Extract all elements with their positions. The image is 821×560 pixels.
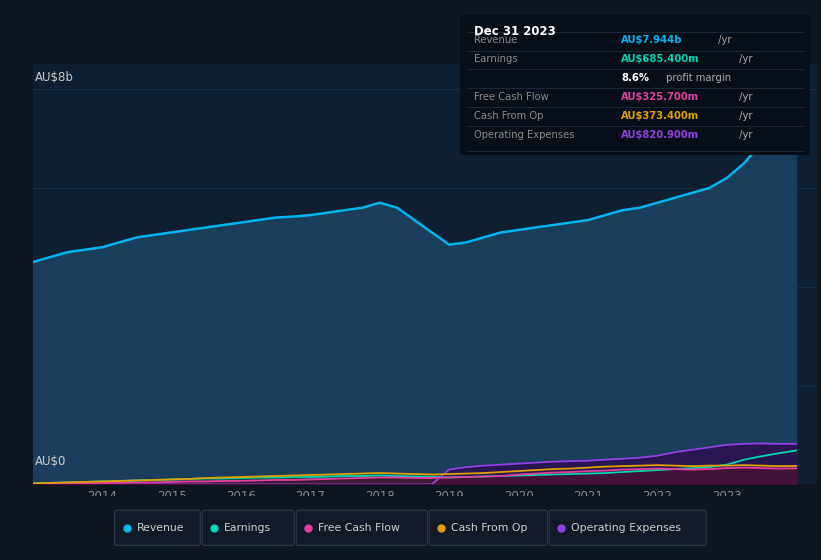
FancyBboxPatch shape bbox=[549, 510, 706, 545]
FancyBboxPatch shape bbox=[429, 510, 548, 545]
Text: /yr: /yr bbox=[736, 92, 752, 102]
Text: /yr: /yr bbox=[736, 111, 752, 121]
Text: AU$7.944b: AU$7.944b bbox=[621, 35, 682, 45]
FancyBboxPatch shape bbox=[115, 510, 200, 545]
FancyBboxPatch shape bbox=[202, 510, 294, 545]
Text: AU$373.400m: AU$373.400m bbox=[621, 111, 699, 121]
Text: Earnings: Earnings bbox=[474, 54, 517, 64]
Text: profit margin: profit margin bbox=[663, 73, 731, 83]
Text: AU$820.900m: AU$820.900m bbox=[621, 130, 699, 139]
Text: Free Cash Flow: Free Cash Flow bbox=[319, 523, 400, 533]
Text: Free Cash Flow: Free Cash Flow bbox=[474, 92, 548, 102]
Text: Cash From Op: Cash From Op bbox=[452, 523, 528, 533]
Text: 8.6%: 8.6% bbox=[621, 73, 649, 83]
Text: AU$325.700m: AU$325.700m bbox=[621, 92, 699, 102]
Text: /yr: /yr bbox=[715, 35, 732, 45]
Text: AU$685.400m: AU$685.400m bbox=[621, 54, 699, 64]
Text: Revenue: Revenue bbox=[137, 523, 184, 533]
Text: Operating Expenses: Operating Expenses bbox=[571, 523, 681, 533]
Text: AU$0: AU$0 bbox=[35, 455, 67, 468]
Text: Cash From Op: Cash From Op bbox=[474, 111, 544, 121]
Text: /yr: /yr bbox=[736, 54, 752, 64]
FancyBboxPatch shape bbox=[296, 510, 427, 545]
Text: AU$8b: AU$8b bbox=[35, 71, 74, 83]
Text: Dec 31 2023: Dec 31 2023 bbox=[474, 25, 556, 38]
Text: Revenue: Revenue bbox=[474, 35, 517, 45]
Text: /yr: /yr bbox=[736, 130, 752, 139]
Text: Earnings: Earnings bbox=[224, 523, 272, 533]
Text: Operating Expenses: Operating Expenses bbox=[474, 130, 575, 139]
